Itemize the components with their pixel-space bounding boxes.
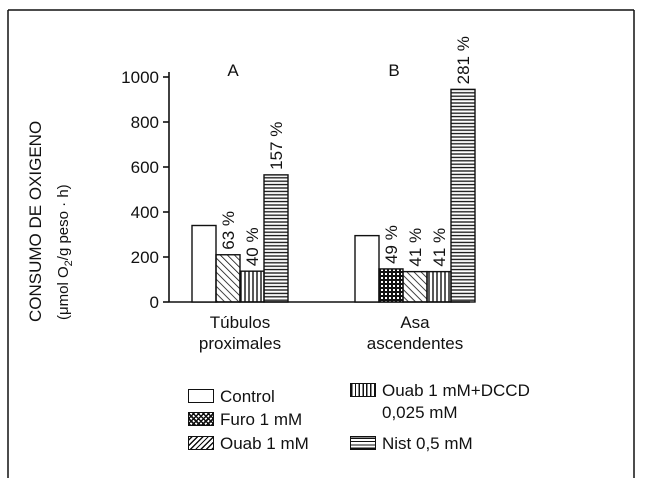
legend-label: Furo 1 mM [220, 409, 302, 431]
panel-label: B [388, 61, 399, 80]
panel-label: A [227, 61, 239, 80]
legend-label: Nist 0,5 mM [382, 433, 473, 455]
legend-label-line: 0,025 mM [382, 403, 458, 422]
bar [263, 174, 289, 303]
bar [378, 268, 404, 303]
legend-swatch [188, 412, 214, 426]
y-tick-label: 1000 [121, 68, 159, 87]
legend-label: Ouab 1 mM [220, 433, 309, 455]
bar [426, 270, 452, 303]
x-category-label: ascendentes [367, 334, 463, 353]
bar-data-label: 40 % [243, 227, 262, 266]
bar [191, 224, 217, 303]
bar-data-label: 41 % [430, 228, 449, 267]
y-tick-label: 800 [131, 113, 159, 132]
bar [402, 270, 428, 303]
bar-data-label: 41 % [406, 228, 425, 267]
x-category-label: Asa [400, 313, 430, 332]
bar [450, 88, 476, 303]
legend-swatch [188, 389, 214, 403]
legend-item: Nist 0,5 mM [350, 433, 473, 455]
legend-item: Control [188, 386, 275, 408]
bar-data-label: 63 % [219, 211, 238, 250]
legend-item: Furo 1 mM [188, 409, 302, 431]
y-tick-label: 200 [131, 248, 159, 267]
bar [215, 254, 241, 303]
legend-label: Ouab 1 mM+DCCD 0,025 mM [382, 380, 530, 424]
legend-label: Control [220, 386, 275, 408]
bar-data-label: 281 % [454, 36, 473, 84]
legend-swatch [188, 436, 214, 450]
y-tick-label: 400 [131, 203, 159, 222]
legend-swatch [350, 436, 376, 450]
y-tick-label: 0 [150, 293, 159, 312]
legend-label-line: Ouab 1 mM+DCCD [382, 381, 530, 400]
legend-label-line: Nist 0,5 mM [382, 434, 473, 453]
bar [354, 234, 380, 303]
x-category-label: Túbulos [210, 313, 270, 332]
bar-data-label: 157 % [267, 122, 286, 170]
legend-label-line: Furo 1 mM [220, 410, 303, 429]
bar-data-label: 49 % [382, 225, 401, 264]
legend-swatch [350, 383, 376, 397]
legend-item: Ouab 1 mM+DCCD 0,025 mM [350, 380, 530, 424]
x-category-label: proximales [199, 334, 281, 353]
y-tick-label: 600 [131, 158, 159, 177]
legend-label-line: Control [220, 387, 275, 406]
legend-item: Ouab 1 mM [188, 433, 309, 455]
legend-label-line: Ouab 1 mM [220, 434, 309, 453]
bar [239, 270, 265, 303]
